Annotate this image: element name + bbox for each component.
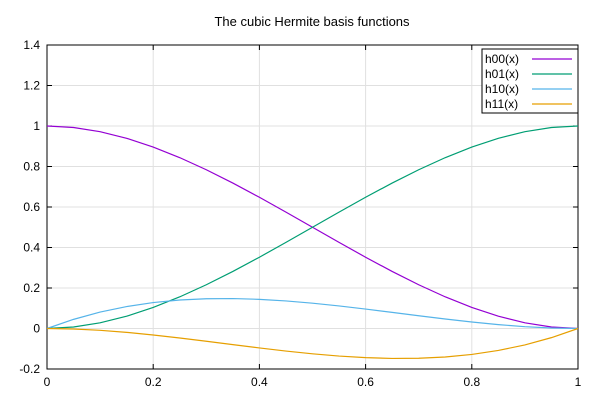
axes: 0 0.2 0.4 0.6 0.8 1 -0.2 0 0.2 0.4 0.6 0.8 1 1.2 1.4 xyxy=(19,38,581,389)
grid xyxy=(47,45,578,369)
legend-label: h11(x) xyxy=(485,97,518,111)
series-line-1 xyxy=(46,125,579,330)
series-line-3 xyxy=(46,327,579,360)
y-tick-label: 1.2 xyxy=(23,79,40,93)
y-tick-label: 0.4 xyxy=(23,241,40,255)
legend: h00(x)h01(x)h10(x)h11(x) xyxy=(481,48,579,114)
y-tick-label: 0.2 xyxy=(23,281,40,295)
legend-label: h10(x) xyxy=(485,82,519,96)
y-tick-label: -0.2 xyxy=(19,362,40,376)
legend-box xyxy=(481,48,579,114)
y-tick-label: 0.6 xyxy=(23,200,40,214)
x-tick-label: 0 xyxy=(44,375,51,389)
x-tick-label: 0.6 xyxy=(357,375,374,389)
x-tick-label: 0.4 xyxy=(251,375,268,389)
series-lines xyxy=(46,125,579,360)
legend-label: h01(x) xyxy=(485,67,519,81)
chart-title: The cubic Hermite basis functions xyxy=(214,14,410,29)
y-tick-label: 1.4 xyxy=(23,38,40,52)
y-tick-label: 1 xyxy=(33,119,40,133)
series-line-2 xyxy=(46,297,579,330)
y-tick-label: 0 xyxy=(33,322,40,336)
x-tick-label: 1 xyxy=(575,375,582,389)
x-tick-label: 0.2 xyxy=(145,375,162,389)
legend-label: h00(x) xyxy=(485,52,519,66)
x-tick-label: 0.8 xyxy=(463,375,480,389)
y-tick-label: 0.8 xyxy=(23,160,40,174)
